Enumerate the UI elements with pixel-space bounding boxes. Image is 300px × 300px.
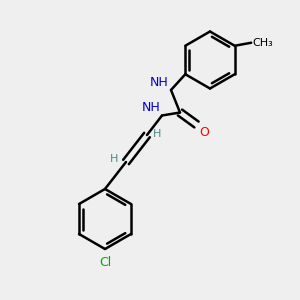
Text: H: H bbox=[152, 128, 161, 139]
Text: NH: NH bbox=[149, 76, 168, 89]
Text: CH₃: CH₃ bbox=[253, 38, 273, 48]
Text: NH: NH bbox=[142, 101, 161, 114]
Text: Cl: Cl bbox=[99, 256, 111, 268]
Text: O: O bbox=[200, 126, 209, 139]
Text: H: H bbox=[110, 154, 118, 164]
